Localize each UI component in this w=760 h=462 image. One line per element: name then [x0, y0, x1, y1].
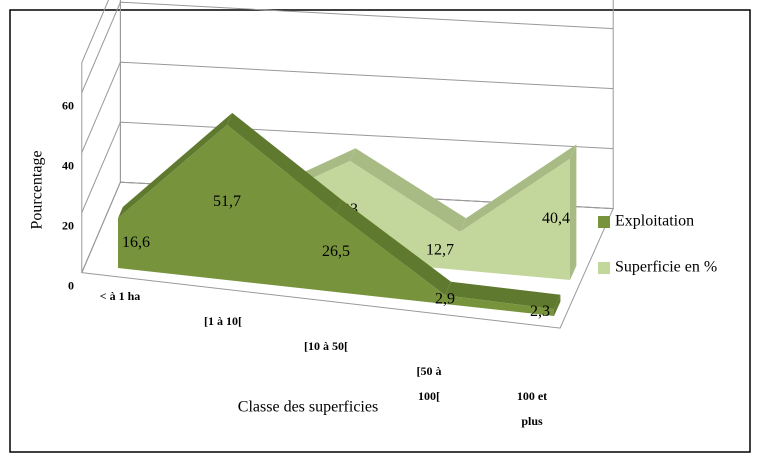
area-top — [118, 112, 233, 219]
grid-line — [81, 61, 614, 153]
area-top — [460, 144, 577, 232]
area-top — [350, 148, 466, 232]
data-label: 51,7 — [213, 193, 241, 210]
x-tick-label: < à 1 ha — [99, 289, 141, 303]
x-axis-title: Classe des superficies — [238, 399, 378, 416]
y-tick-label: 0 — [68, 278, 74, 292]
area-end — [554, 294, 561, 316]
data-label: 40,4 — [542, 210, 570, 227]
x-tick-label: [10 à 50[ — [304, 339, 348, 353]
y-tick-label: 40 — [62, 158, 74, 172]
y-axis-title: Pourcentage — [29, 150, 46, 229]
data-label: 16,6 — [122, 234, 150, 251]
area-top — [445, 281, 561, 310]
legend-label: Superficie en % — [615, 259, 717, 276]
area-top — [227, 112, 342, 213]
area — [118, 124, 554, 317]
y-tick-label: 60 — [62, 98, 74, 112]
x-tick-label: [50 à 100[ — [416, 364, 442, 403]
legend-swatch — [598, 216, 610, 228]
legend-swatch — [598, 262, 610, 274]
area-top — [336, 199, 451, 296]
data-label: 26,5 — [322, 243, 350, 260]
grid-line — [81, 181, 614, 273]
data-label: 2,9 — [435, 290, 455, 307]
y-tick-label: 20 — [62, 218, 74, 232]
x-tick-label: [1 à 10[ — [204, 314, 242, 328]
area-end — [570, 144, 577, 280]
legend-label: Exploitation — [615, 213, 694, 230]
x-tick-label: 100 et plus — [516, 389, 548, 428]
grid-line — [81, 1, 614, 93]
data-label: 2,3 — [530, 303, 550, 320]
grid-line — [81, 121, 614, 213]
data-label: 12,7 — [426, 242, 454, 259]
